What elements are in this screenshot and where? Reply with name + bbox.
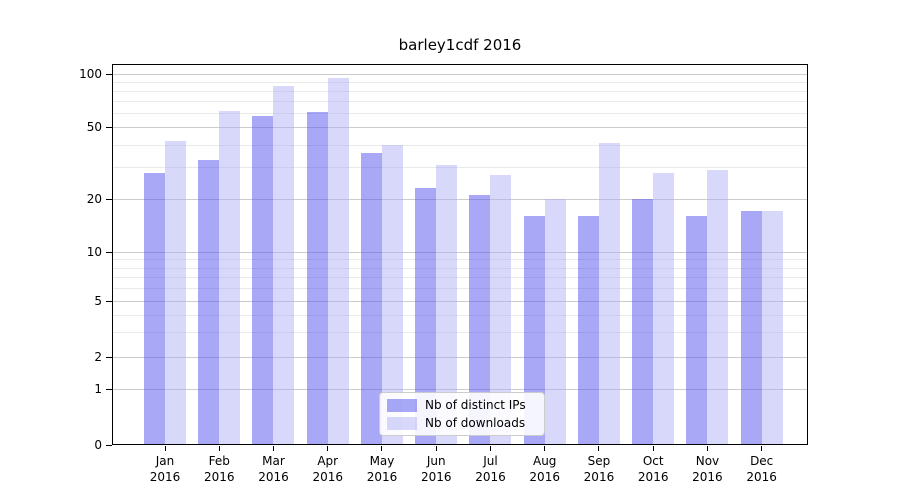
x-tick-mark	[652, 446, 654, 451]
gridline-major	[113, 74, 807, 75]
y-tick-label: 1	[94, 382, 102, 396]
bar-downloads	[436, 164, 458, 444]
gridline-major	[113, 389, 807, 390]
y-tick-label: 20	[86, 192, 102, 206]
bar-downloads	[653, 172, 675, 444]
y-tick-mark	[106, 198, 112, 200]
x-tick-label: Sep 2016	[583, 454, 615, 484]
gridline-minor	[113, 91, 807, 93]
bar-distinct-ips	[360, 152, 382, 444]
x-tick-label: Jul 2016	[475, 454, 506, 484]
gridline-minor	[113, 259, 807, 261]
gridline-major	[113, 199, 807, 200]
y-tick-mark	[106, 388, 112, 390]
x-tick-mark	[218, 446, 220, 451]
x-tick-mark	[435, 446, 437, 451]
x-tick-label: Apr 2016	[312, 454, 343, 484]
bar-distinct-ips	[577, 216, 599, 444]
y-tick-label: 5	[94, 294, 102, 308]
gridline-minor	[113, 288, 807, 290]
y-tick-mark	[106, 356, 112, 358]
gridline-minor	[113, 101, 807, 103]
x-tick-label: Jun 2016	[420, 454, 452, 484]
bar-distinct-ips	[469, 195, 491, 444]
y-tick-label: 0	[94, 438, 102, 452]
y-tick-label: 100	[79, 67, 102, 81]
bar-downloads	[327, 77, 349, 444]
bar-distinct-ips	[686, 216, 708, 444]
x-tick-label: Oct 2016	[637, 454, 669, 484]
y-tick-mark	[106, 73, 112, 75]
x-tick-label: Jan 2016	[149, 454, 181, 484]
gridline-minor	[113, 113, 807, 115]
bar-distinct-ips	[198, 159, 220, 444]
gridline-major	[113, 301, 807, 302]
gridline-minor	[113, 144, 807, 146]
gridline-major	[113, 127, 807, 128]
bar-distinct-ips	[632, 199, 654, 444]
x-tick-mark	[381, 446, 383, 451]
x-tick-mark	[544, 446, 546, 451]
x-tick-label: May 2016	[366, 454, 398, 484]
x-tick-mark	[272, 446, 274, 451]
bar-distinct-ips	[252, 115, 274, 444]
y-tick-mark	[106, 126, 112, 128]
x-tick-mark	[327, 446, 329, 451]
bar-distinct-ips	[523, 216, 545, 444]
x-tick-label: Aug 2016	[529, 454, 560, 484]
bar-distinct-ips	[740, 211, 762, 444]
x-tick-mark	[489, 446, 491, 451]
gridline-major	[113, 252, 807, 253]
bar-downloads	[490, 175, 512, 444]
x-tick-mark	[706, 446, 708, 451]
gridline-minor	[113, 267, 807, 269]
legend-label-downloads: Nb of downloads	[425, 416, 526, 430]
chart-title: barley1cdf 2016	[398, 36, 522, 54]
bar-distinct-ips	[306, 111, 328, 444]
x-tick-mark	[164, 446, 166, 451]
x-tick-label: Dec 2016	[746, 454, 777, 484]
gridline-major	[113, 357, 807, 358]
x-tick-mark	[761, 446, 763, 451]
bar-downloads	[544, 199, 566, 444]
legend-item-downloads: Nb of downloads	[387, 416, 536, 430]
y-tick-label: 10	[86, 245, 102, 259]
x-tick-label: Nov 2016	[692, 454, 723, 484]
bar-downloads	[219, 110, 241, 444]
y-tick-label: 2	[94, 350, 102, 364]
plot-area	[112, 64, 808, 445]
bar-distinct-ips	[415, 188, 437, 444]
bar-downloads	[598, 142, 620, 444]
x-tick-label: Mar 2016	[258, 454, 289, 484]
gridline-minor	[113, 314, 807, 316]
legend-label-distinct-ips: Nb of distinct IPs	[425, 398, 526, 412]
x-tick-mark	[598, 446, 600, 451]
bar-downloads	[165, 140, 186, 444]
bar-downloads	[761, 211, 783, 444]
bar-downloads	[707, 169, 729, 444]
legend-swatch-distinct-ips	[387, 398, 417, 412]
y-tick-label: 50	[86, 120, 102, 134]
bar-downloads	[381, 144, 403, 444]
legend: Nb of distinct IPs Nb of downloads	[379, 392, 545, 436]
gridline-minor	[113, 82, 807, 84]
gridline-minor	[113, 277, 807, 279]
bar-distinct-ips	[144, 172, 165, 444]
legend-item-distinct-ips: Nb of distinct IPs	[387, 398, 536, 412]
y-tick-mark	[106, 251, 112, 253]
gridline-minor	[113, 332, 807, 334]
y-tick-mark	[106, 300, 112, 302]
legend-swatch-downloads	[387, 416, 417, 430]
gridline-minor	[113, 167, 807, 169]
x-tick-label: Feb 2016	[203, 454, 235, 484]
y-tick-mark	[106, 444, 112, 446]
bar-downloads	[273, 86, 295, 444]
